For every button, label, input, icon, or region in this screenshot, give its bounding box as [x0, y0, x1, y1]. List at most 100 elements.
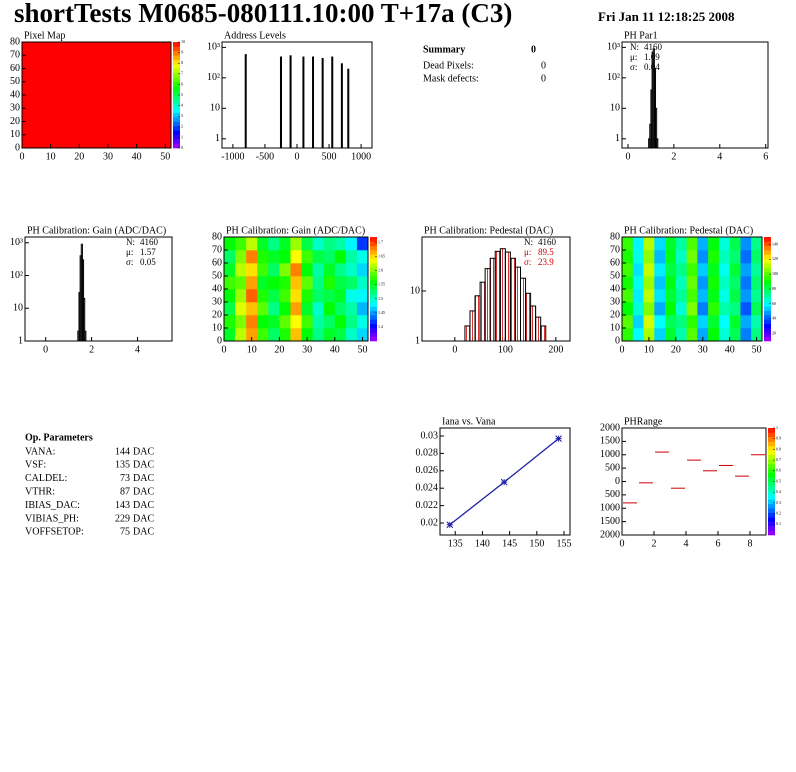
heatmap-cell: [654, 315, 666, 329]
x-tick-label: -500: [256, 151, 274, 162]
palette-step: [764, 297, 771, 303]
heatmap-cell: [654, 263, 666, 277]
palette-step: [764, 332, 771, 337]
palette-step: [764, 310, 771, 316]
palette-step: [370, 237, 377, 242]
palette-step: [764, 284, 771, 290]
y-tick-label: 10: [10, 129, 20, 140]
palette-step: [764, 336, 771, 342]
date: Fri Jan 11 12:18:25 2008: [598, 9, 735, 24]
heatmap-cell: [740, 315, 752, 329]
z-tick-label: 0.2: [776, 511, 781, 516]
heatmap-cell: [654, 289, 666, 303]
heatmap-cell: [312, 289, 324, 303]
heatmap-cell: [312, 276, 324, 290]
spike: [331, 56, 334, 148]
parameter-unit: DAC: [133, 446, 154, 457]
stats-value: 0.04: [644, 62, 660, 72]
heatmap-cell: [257, 276, 269, 290]
y-tick-label: 0.024: [416, 482, 439, 493]
palette-step: [764, 319, 771, 324]
y-tick-label: 30: [610, 296, 620, 307]
x-tick-label: 140: [475, 538, 490, 549]
histogram-bar: [530, 305, 537, 342]
palette-step: [173, 134, 180, 140]
heatmap-cell: [622, 302, 634, 316]
heatmap-cell: [654, 276, 666, 290]
z-tick-label: 1.45: [378, 310, 385, 315]
heatmap-cell: [224, 302, 236, 316]
heatmap-cell: [718, 328, 730, 342]
heatmap-cell: [729, 328, 741, 342]
palette-step: [370, 254, 377, 259]
histogram-bar: [514, 266, 521, 342]
parameter-unit: DAC: [133, 513, 154, 524]
heatmap-cell: [622, 315, 634, 329]
palette-step: [173, 86, 180, 91]
stats-value: 1.57: [140, 247, 156, 257]
x-tick-label: 100: [498, 344, 513, 355]
x-tick-label: 0: [620, 538, 625, 549]
stats-value: 4160: [644, 42, 663, 52]
stats-value: 0.05: [140, 257, 156, 267]
palette-step: [768, 526, 775, 531]
heatmap-cell: [301, 237, 313, 251]
palette-step: [370, 302, 377, 307]
heatmap-cell: [751, 276, 763, 290]
heatmap-cell: [729, 276, 741, 290]
heatmap-cell: [632, 263, 644, 277]
heatmap-cell: [622, 289, 634, 303]
x-tick-label: 0: [452, 344, 457, 355]
y-tick-label: 70: [10, 50, 20, 61]
heatmap-cell: [345, 237, 358, 251]
heatmap-cell: [665, 289, 677, 303]
palette-step: [768, 477, 775, 482]
heatmap-cell: [686, 302, 698, 316]
heatmap-cell: [345, 328, 358, 342]
heatmap-cell: [686, 237, 698, 251]
heatmap-cell: [622, 237, 634, 251]
heatmap-cell: [740, 237, 752, 251]
heatmap-cell: [686, 315, 698, 329]
palette-step: [370, 328, 377, 333]
histogram-bar: [484, 268, 491, 342]
heatmap-cell: [224, 276, 236, 290]
heatmap-cell: [643, 250, 655, 264]
palette-step: [370, 267, 377, 272]
palette-step: [173, 72, 180, 78]
heatmap-cell: [279, 276, 291, 290]
palette-step: [173, 95, 180, 100]
summary-label: Dead Pixels:: [423, 60, 474, 71]
x-tick-label: 10: [46, 151, 56, 162]
histogram-bar: [525, 292, 532, 342]
palette-step: [370, 319, 377, 324]
palette-step: [173, 103, 180, 109]
heatmap-cell: [235, 302, 247, 316]
heatmap-cell: [643, 276, 655, 290]
heatmap-cell: [257, 250, 269, 264]
x-tick-label: 50: [357, 344, 367, 355]
palette-step: [173, 77, 180, 83]
palette-step: [768, 432, 775, 438]
heatmap-cell: [290, 250, 302, 264]
heatmap-cell: [654, 328, 666, 342]
chart-title: PH Calibration: Pedestal (DAC): [424, 225, 553, 236]
z-tick-label: 4: [181, 103, 183, 108]
palette-step: [173, 90, 180, 96]
heatmap-cell: [718, 237, 730, 251]
x-tick-label: 2: [89, 344, 94, 355]
heatmap-cell: [224, 289, 236, 303]
summary-value: 0: [541, 60, 546, 71]
y-tick-label: 10²: [10, 270, 23, 281]
z-tick-label: 0.8: [776, 446, 781, 451]
y-tick-label: 30: [212, 296, 222, 307]
heatmap-cell: [290, 276, 302, 290]
heatmap-cell: [257, 302, 269, 316]
heatmap-cell: [643, 328, 655, 342]
palette-step: [764, 323, 771, 329]
heatmap-cell: [740, 263, 752, 277]
heatmap-cell: [246, 263, 258, 277]
palette-step: [764, 245, 771, 251]
heatmap-cell: [257, 315, 269, 329]
y-tick-label: 80: [10, 36, 20, 47]
